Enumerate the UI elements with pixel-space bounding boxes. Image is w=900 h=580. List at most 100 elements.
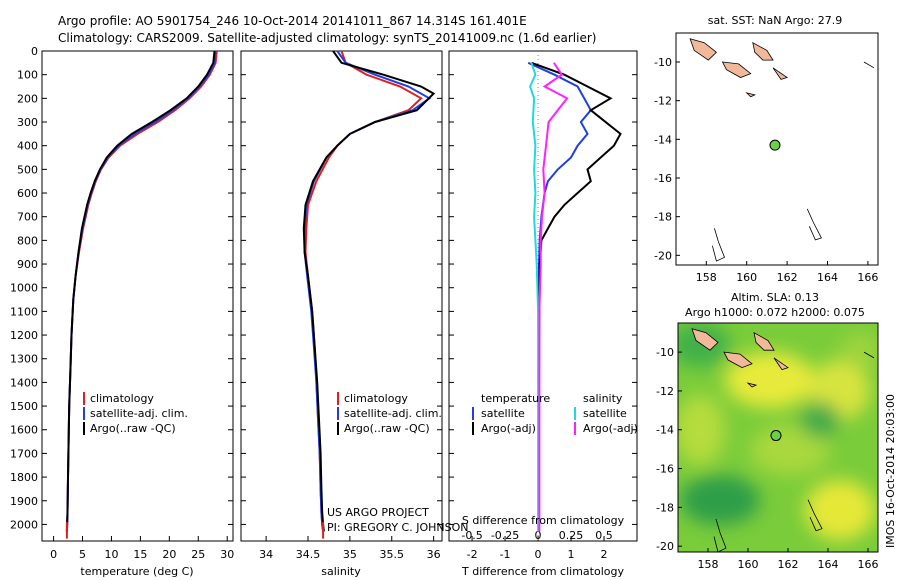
y-tick-label: 1700 <box>10 447 38 460</box>
land-shape <box>723 351 753 369</box>
legend-argo: Argo(..raw -QC) <box>90 422 176 435</box>
title-line-1: Argo profile: AO 5901754_246 10-Oct-2014… <box>58 14 527 28</box>
side-timestamp: IMOS 16-Oct-2014 20:03:00 <box>884 394 897 548</box>
y-tick-label: 1400 <box>10 376 38 389</box>
series-line-argoadj <box>538 62 569 532</box>
x-tick-label: 2 <box>601 548 608 561</box>
map-x-tick-label: 158 <box>698 558 719 571</box>
legend-satellite: satellite-adj. clim. <box>90 407 188 420</box>
map-x-tick-label: 166 <box>857 271 878 284</box>
legend-argo: Argo(..raw -QC) <box>344 422 430 435</box>
sla-blob <box>750 425 830 475</box>
series-line-argoadj <box>531 61 622 532</box>
series-line-argorawqc <box>65 50 216 532</box>
land-shape <box>772 67 789 80</box>
map-y-tick-label: -14 <box>656 424 674 437</box>
reef-contour <box>806 208 822 241</box>
map-y-tick-label: -20 <box>656 540 674 553</box>
y-tick-label: 1500 <box>10 400 38 413</box>
map-y-tick-label: -16 <box>654 172 672 185</box>
legend-sal-argo: Argo(-adj) <box>583 422 638 435</box>
salinity-xlabel: salinity <box>321 565 361 578</box>
series-line-satelliteadjclim <box>65 50 217 532</box>
y-tick-label: 1800 <box>10 471 38 484</box>
map-x-tick-label: 164 <box>818 558 839 571</box>
salinity-panel-frame <box>240 50 443 542</box>
map-y-tick-label: -18 <box>654 211 672 224</box>
reef-contour <box>807 499 823 532</box>
map-x-tick-label: 164 <box>817 271 838 284</box>
y-tick-label: 500 <box>17 163 38 176</box>
reef-contour <box>863 61 875 69</box>
map-y-tick-label: -10 <box>656 346 674 359</box>
map-x-tick-label: 166 <box>858 558 879 571</box>
reef-contour <box>863 351 875 359</box>
legend-climatology: climatology <box>344 392 408 405</box>
temperature-legend: climatology satellite-adj. clim. Argo(..… <box>83 392 188 435</box>
map-x-tick-label: 162 <box>778 558 799 571</box>
pi-label: PI: GREGORY C. JOHNSON <box>327 521 468 534</box>
x-tick-label-salinity: -0.5 <box>461 529 482 542</box>
series-line-climatology <box>65 50 218 532</box>
sst-map-title: sat. SST: NaN Argo: 27.9 <box>708 14 842 27</box>
sla-blob <box>678 395 725 465</box>
land-shape <box>773 357 789 371</box>
float-position-marker <box>769 139 781 151</box>
x-tick-label-salinity: -0.25 <box>491 529 519 542</box>
y-tick-label: 1900 <box>10 495 38 508</box>
x-tick-label: 25 <box>191 548 205 561</box>
sla-blob <box>725 352 815 408</box>
legend-temperature-title: temperature <box>481 392 550 405</box>
land-shape <box>721 61 752 78</box>
legend-temp-argo: Argo(-adj) <box>481 422 536 435</box>
map-y-tick-label: -10 <box>654 56 672 69</box>
salinity-legend: climatology satellite-adj. clim. Argo(..… <box>327 392 468 534</box>
sla-map-title-1: Altim. SLA: 0.13 <box>731 291 819 304</box>
y-tick-label: 400 <box>17 140 38 153</box>
sla-blob <box>840 332 878 368</box>
sla-map-frame <box>677 322 879 553</box>
land-shape <box>689 38 718 61</box>
legend-climatology: climatology <box>90 392 154 405</box>
y-tick-label: 1000 <box>10 282 38 295</box>
reef-contour <box>712 228 726 262</box>
map-y-tick-label: -18 <box>656 501 674 514</box>
y-tick-label: 2000 <box>10 518 38 531</box>
x-tick-label-salinity: 0.5 <box>595 529 613 542</box>
x-tick-label: 5 <box>79 548 86 561</box>
x-tick-label: 0 <box>50 548 57 561</box>
title-line-2: Climatology: CARS2009. Satellite-adjuste… <box>58 31 596 45</box>
y-tick-label: 1300 <box>10 353 38 366</box>
legend-temp-satellite: satellite <box>481 407 525 420</box>
sla-blob <box>800 402 840 438</box>
series-line-climatology <box>304 50 423 532</box>
y-tick-label: 1100 <box>10 305 38 318</box>
x-tick-label: 15 <box>133 548 147 561</box>
map-y-tick-label: -12 <box>654 95 672 108</box>
difference-legend: temperature satellite Argo(-adj) salinit… <box>472 392 638 435</box>
legend-satellite: satellite-adj. clim. <box>344 407 442 420</box>
x-tick-label-salinity: 0.25 <box>559 529 584 542</box>
map-x-tick-label: 162 <box>777 271 798 284</box>
land-shape <box>746 382 758 388</box>
land-shape <box>691 328 719 351</box>
y-tick-label: 900 <box>17 258 38 271</box>
difference-xlabel: T difference from climatology <box>461 565 624 578</box>
map-y-tick-label: -12 <box>656 385 674 398</box>
sla-blob <box>680 475 760 525</box>
y-tick-label: 1200 <box>10 329 38 342</box>
series-line-argorawqc <box>302 50 436 532</box>
x-tick-label: 34 <box>259 548 273 561</box>
salinity-plot: 34 34.5 35 35.5 36 <box>241 50 442 561</box>
y-tick-label: 800 <box>17 234 38 247</box>
difference-panel-frame <box>448 50 638 542</box>
project-label: US ARGO PROJECT <box>327 506 429 519</box>
y-tick-label: 100 <box>17 69 38 82</box>
sst-map: 158 160 162 164 166 -10 -12 -14 -16 -18 -20 <box>654 32 879 284</box>
y-tick-label: 200 <box>17 92 38 105</box>
sla-blobs <box>678 323 878 540</box>
legend-sal-satellite: satellite <box>583 407 627 420</box>
map-x-tick-label: 160 <box>738 558 759 571</box>
